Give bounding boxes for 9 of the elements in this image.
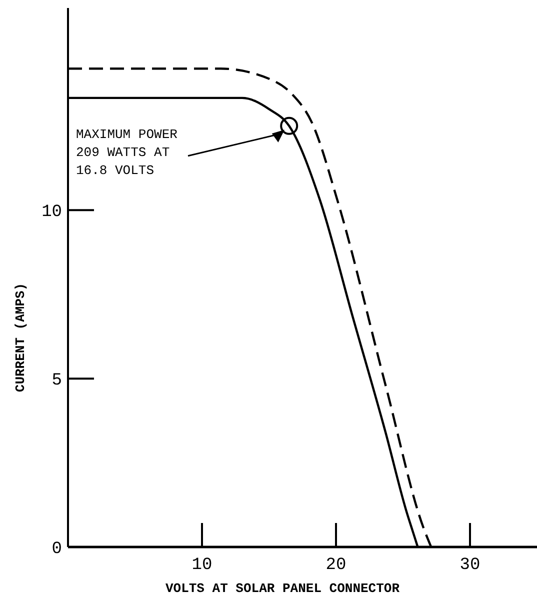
x-tick-label: 10 <box>192 556 212 575</box>
annotation: MAXIMUM POWER 209 WATTS AT 16.8 VOLTS <box>76 126 178 178</box>
y-tick-label: 10 <box>42 203 62 222</box>
x-tick-label: 20 <box>326 556 346 575</box>
y-axis-title: CURRENT (AMPS) <box>13 282 28 392</box>
y-tick-label: 5 <box>52 372 62 391</box>
x-axis-title: VOLTS AT SOLAR PANEL CONNECTOR <box>165 581 400 596</box>
y-tick-label: 0 <box>52 540 62 559</box>
x-tick-label: 30 <box>460 556 480 575</box>
